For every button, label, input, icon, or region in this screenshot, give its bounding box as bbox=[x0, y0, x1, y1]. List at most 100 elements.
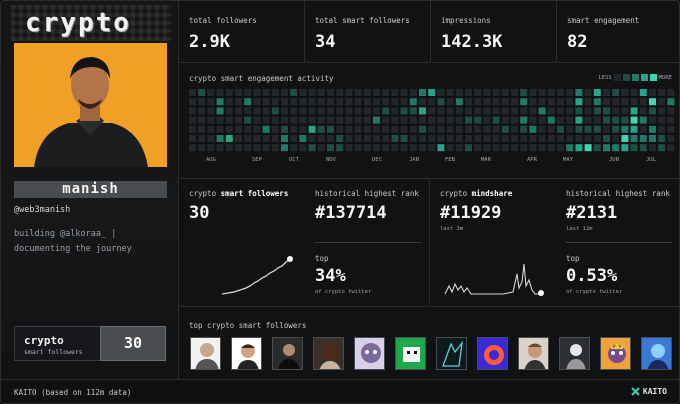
heatmap-cell bbox=[455, 107, 463, 115]
stat-label: impressions bbox=[441, 16, 491, 25]
heatmap-cell bbox=[409, 144, 417, 152]
follower-avatar[interactable] bbox=[190, 337, 221, 370]
heatmap-cell bbox=[584, 125, 592, 133]
heatmap-cell bbox=[345, 144, 353, 152]
heatmap-cell bbox=[658, 116, 666, 124]
heatmap-cell bbox=[603, 116, 610, 124]
heatmap-cell bbox=[566, 107, 574, 115]
heatmap-cell bbox=[281, 107, 288, 115]
follower-avatar[interactable] bbox=[600, 337, 631, 370]
follower-avatar[interactable] bbox=[231, 337, 262, 370]
legend-swatch bbox=[613, 74, 621, 81]
heatmap-cell bbox=[428, 125, 436, 133]
heatmap-cell bbox=[262, 98, 270, 106]
heatmap-cell bbox=[612, 135, 620, 142]
heatmap-cell bbox=[308, 98, 316, 106]
heatmap-cell bbox=[455, 144, 463, 152]
heatmap-cell bbox=[253, 89, 261, 96]
follower-avatar[interactable] bbox=[477, 337, 508, 370]
heatmap-cell bbox=[437, 144, 445, 152]
heatmap-cell bbox=[225, 107, 233, 115]
heatmap-cell bbox=[584, 98, 592, 106]
heatmap-cell bbox=[483, 125, 491, 133]
heatmap-cell bbox=[557, 116, 564, 124]
follower-avatar[interactable] bbox=[272, 337, 303, 370]
heatmap-cell bbox=[437, 107, 445, 115]
heatmap-cell bbox=[419, 116, 426, 124]
heatmap-cell bbox=[483, 116, 491, 124]
heatmap-cell bbox=[299, 98, 307, 106]
stats-area: total followers 2.9K total smart followe… bbox=[180, 1, 679, 379]
heatmap-cell bbox=[465, 98, 472, 106]
heatmap-cell bbox=[391, 116, 399, 124]
heatmap-cell bbox=[244, 107, 252, 115]
heatmap-cell bbox=[639, 98, 647, 106]
bio-line: documenting the journey bbox=[14, 244, 132, 254]
follower-avatar[interactable] bbox=[518, 337, 549, 370]
heatmap-cell bbox=[575, 107, 583, 115]
heatmap-cell bbox=[465, 144, 472, 152]
kaito-x-icon bbox=[631, 387, 640, 396]
smart-box-subtitle: smart followers bbox=[24, 348, 83, 356]
heatmap-cell bbox=[584, 144, 592, 152]
legend-swatch bbox=[649, 74, 657, 81]
heatmap-cell bbox=[501, 135, 509, 142]
heatmap-cell bbox=[474, 125, 482, 133]
label-bold: mindshare bbox=[471, 189, 513, 198]
month-label: MAY bbox=[563, 157, 573, 163]
smart-followers-panel: crypto smart followers 30 historical hig… bbox=[180, 180, 430, 307]
heatmap-cell bbox=[483, 89, 491, 96]
heatmap-cell bbox=[271, 98, 279, 106]
heatmap-cell bbox=[271, 116, 279, 124]
heatmap-cell bbox=[354, 98, 362, 106]
follower-avatar[interactable] bbox=[559, 337, 590, 370]
heatmap-cell bbox=[373, 89, 380, 96]
heatmap-cell bbox=[465, 107, 472, 115]
heatmap-cell bbox=[649, 135, 656, 142]
heatmap-cell bbox=[207, 116, 215, 124]
heatmap-cell bbox=[557, 107, 564, 115]
heatmap-cell bbox=[474, 98, 482, 106]
heatmap-cell bbox=[547, 89, 555, 96]
profile-handle[interactable]: @web3manish bbox=[14, 205, 71, 215]
smart-box-value: 30 bbox=[100, 326, 166, 361]
heatmap-cell bbox=[253, 144, 261, 152]
stat-value: 142.3K bbox=[441, 32, 503, 52]
heatmap-cell bbox=[492, 135, 500, 142]
heatmap-cell bbox=[658, 98, 666, 106]
heatmap-cell bbox=[382, 98, 390, 106]
heatmap-cell bbox=[630, 125, 638, 133]
heatmap-cell bbox=[216, 135, 224, 142]
heatmap-cell bbox=[244, 116, 252, 124]
heatmap-cell bbox=[446, 98, 454, 106]
heatmap-cell bbox=[557, 98, 564, 106]
heatmap-cell bbox=[290, 98, 298, 106]
follower-avatar[interactable] bbox=[313, 337, 344, 370]
heatmap-cell bbox=[363, 98, 371, 106]
heatmap-cell bbox=[207, 89, 215, 96]
kaito-logo[interactable]: KAITO bbox=[631, 387, 667, 396]
follower-avatar[interactable] bbox=[436, 337, 467, 370]
heatmap-cell bbox=[667, 125, 675, 133]
legend-swatch bbox=[631, 74, 639, 81]
heatmap-cell bbox=[225, 98, 233, 106]
heatmap-cell bbox=[428, 98, 436, 106]
heatmap-cell bbox=[649, 98, 656, 106]
follower-avatar[interactable] bbox=[641, 337, 672, 370]
heatmap-cell bbox=[492, 116, 500, 124]
label-bold: smart followers bbox=[220, 189, 289, 198]
heatmap-cell bbox=[575, 125, 583, 133]
follower-avatar[interactable] bbox=[354, 337, 385, 370]
heatmap-cell bbox=[290, 135, 298, 142]
stat-total-followers: total followers 2.9K bbox=[180, 1, 305, 63]
heatmap-cell bbox=[373, 98, 380, 106]
heatmap-cell bbox=[225, 89, 233, 96]
heatmap-cell bbox=[363, 125, 371, 133]
rank-value: #137714 bbox=[315, 203, 387, 223]
heatmap-cell bbox=[538, 144, 546, 152]
follower-avatar[interactable] bbox=[395, 337, 426, 370]
heatmap-cell bbox=[235, 135, 242, 142]
month-label: OCT bbox=[289, 157, 299, 163]
top-sub: of crypto twitter bbox=[566, 289, 623, 295]
heatmap-cell bbox=[446, 144, 454, 152]
